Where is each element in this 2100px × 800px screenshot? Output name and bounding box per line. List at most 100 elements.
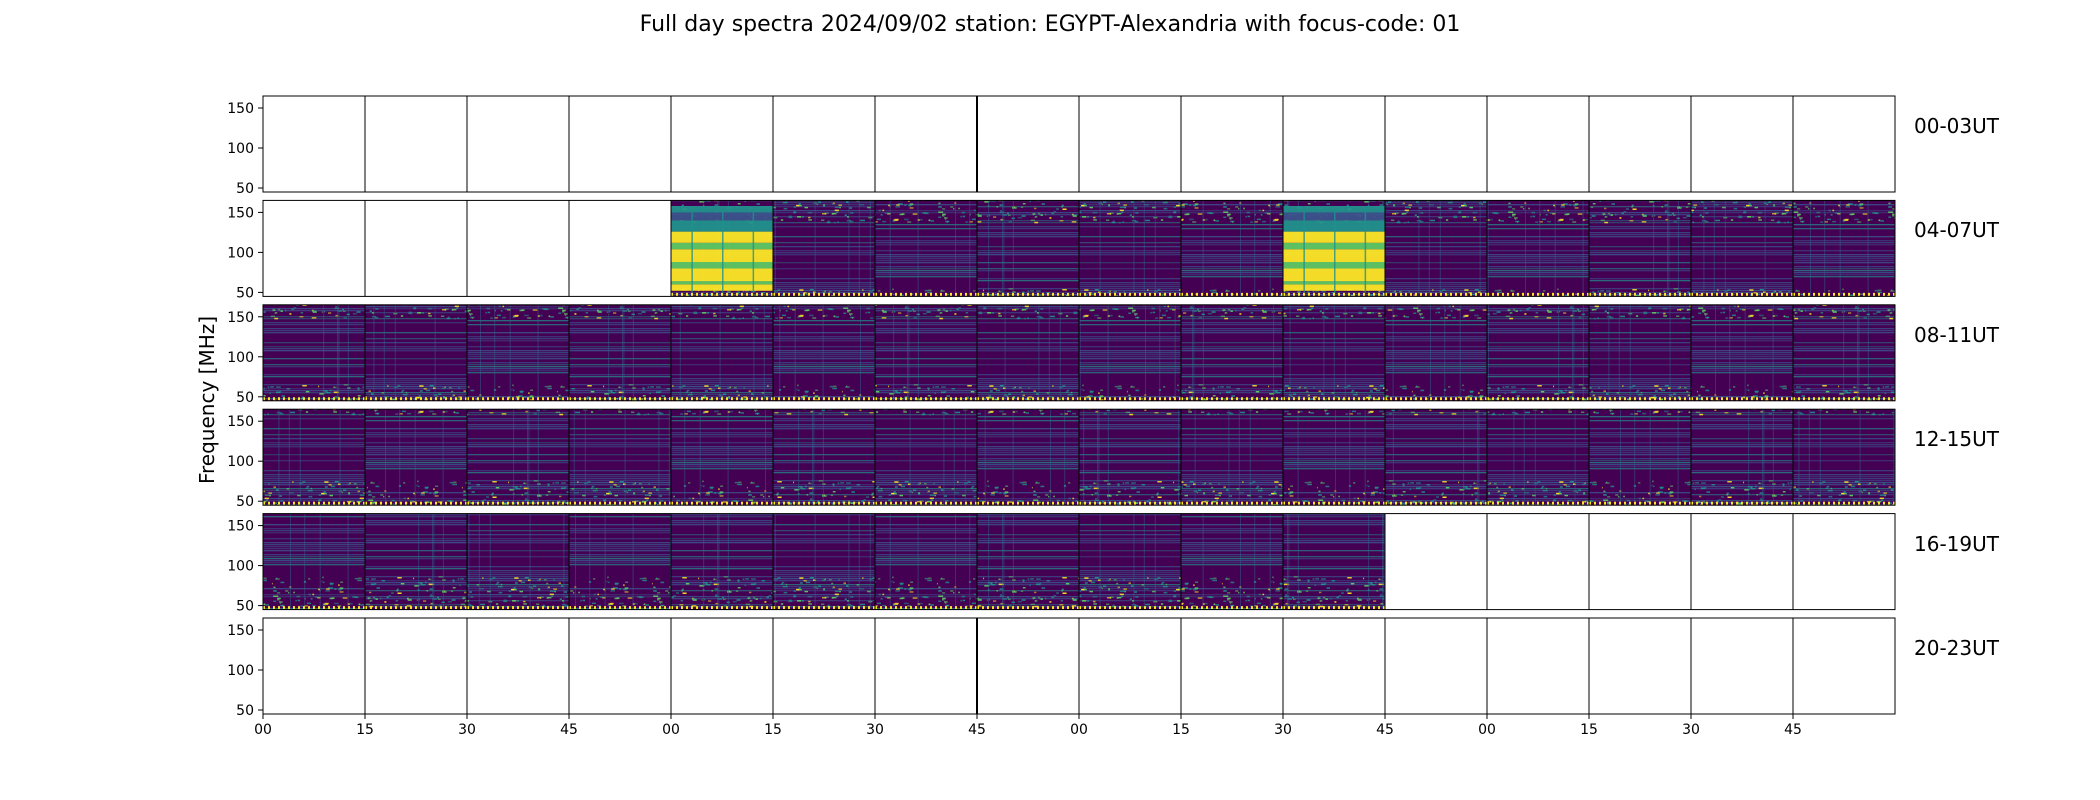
emission-line <box>752 212 755 293</box>
y-tick-label: 50 <box>236 285 254 301</box>
spectrum-panel <box>263 409 365 506</box>
row-08-11UT: 50 100 150 <box>227 304 1896 406</box>
spectrum-panel <box>365 304 467 401</box>
spectrum-panel <box>1589 304 1691 401</box>
spectrum-panel <box>1793 200 1895 297</box>
row-12-15UT: 50 100 150 <box>227 408 1896 510</box>
spectrum-panel <box>1385 304 1487 401</box>
spectrum-panel <box>569 304 671 401</box>
x-tick-label: 45 <box>1784 722 1802 738</box>
y-tick-label: 50 <box>236 599 254 615</box>
y-tick-label: 100 <box>227 454 254 470</box>
spectrum-panel <box>773 200 875 297</box>
row-00-03UT: 50 100 150 <box>227 95 1896 197</box>
x-tick-label: 15 <box>764 722 782 738</box>
spectrum-panel <box>1181 513 1283 610</box>
chart-title: Full day spectra 2024/09/02 station: EGY… <box>639 12 1461 37</box>
row-04-07UT: 50 100 150 <box>227 199 1896 301</box>
spectrum-panel <box>467 304 569 401</box>
spectrum-panel <box>671 513 773 610</box>
spectrum-panel <box>263 304 365 401</box>
spectrum-panel <box>1079 513 1181 610</box>
spectrum-panel <box>671 409 773 506</box>
spectrum-panel <box>1079 304 1181 401</box>
row-label: 16-19UT <box>1914 531 1999 556</box>
spectrum-panel <box>1283 409 1385 506</box>
y-tick-label: 150 <box>227 519 254 535</box>
spectrum-panel <box>1487 304 1589 401</box>
spectrum-panel <box>365 409 467 506</box>
row-frame <box>262 513 1896 611</box>
emission-line <box>691 212 693 293</box>
row-frame <box>262 408 1896 506</box>
spectrum-panel <box>977 513 1079 610</box>
emission-line <box>1334 212 1336 293</box>
spectrum-panel <box>1385 200 1487 297</box>
x-tick-label: 30 <box>1682 722 1700 738</box>
spectrum-panel <box>773 409 875 506</box>
y-tick-label: 100 <box>227 141 254 157</box>
y-tick-label: 50 <box>236 494 254 510</box>
spectrum-panel <box>1181 409 1283 506</box>
spectrum-panel <box>1793 409 1895 506</box>
row-label: 04-07UT <box>1914 218 1999 243</box>
spectrum-panel <box>773 304 875 401</box>
emission-line <box>1303 212 1305 293</box>
y-tick-label: 150 <box>227 310 254 326</box>
x-tick-label: 00 <box>1478 722 1496 738</box>
spectrum-panel <box>1283 304 1385 401</box>
y-tick-label: 50 <box>236 181 254 197</box>
spectrum-panel <box>1793 304 1895 401</box>
x-tick-label: 15 <box>1172 722 1190 738</box>
spectrum-panel <box>263 513 365 610</box>
emission-line <box>1364 212 1367 293</box>
x-tick-label: 45 <box>560 722 578 738</box>
x-tick-label: 30 <box>458 722 476 738</box>
x-tick-label: 45 <box>1376 722 1394 738</box>
spectrum-panel <box>1079 409 1181 506</box>
spectrum-panel <box>1385 409 1487 506</box>
spectrum-panel <box>977 409 1079 506</box>
row-frame <box>262 199 1896 297</box>
spectrum-panel <box>467 409 569 506</box>
emission-band <box>1283 206 1385 213</box>
y-tick-label: 150 <box>227 414 254 430</box>
y-tick-label: 100 <box>227 663 254 679</box>
y-tick-label: 150 <box>227 205 254 221</box>
spectrum-panel <box>1691 200 1793 297</box>
spectrum-panel <box>1283 513 1385 610</box>
x-tick-label: 00 <box>1070 722 1088 738</box>
x-tick-label: 00 <box>662 722 680 738</box>
x-tick-label: 00 <box>254 722 272 738</box>
spectrum-panel <box>875 409 977 506</box>
spectrum-panel <box>1691 304 1793 401</box>
spectrum-panel <box>1181 304 1283 401</box>
spectrum-panel <box>875 513 977 610</box>
spectrum-panel <box>1487 409 1589 506</box>
spectrum-panel <box>773 513 875 610</box>
spectrum-panel <box>569 409 671 506</box>
y-tick-label: 50 <box>236 390 254 406</box>
x-tick-label: 45 <box>968 722 986 738</box>
row-frame <box>262 304 1896 402</box>
spectrum-panel <box>467 513 569 610</box>
spectrum-panel <box>977 304 1079 401</box>
x-tick-label: 15 <box>356 722 374 738</box>
spectrum-panel <box>1181 200 1283 297</box>
y-tick-label: 150 <box>227 623 254 639</box>
emission-line <box>722 212 724 293</box>
y-tick-label: 100 <box>227 350 254 366</box>
spectrum-panel <box>875 200 977 297</box>
row-label: 12-15UT <box>1914 427 1999 452</box>
row-label: 20-23UT <box>1914 636 1999 660</box>
row-label: 00-03UT <box>1914 114 1999 138</box>
spectrum-panel <box>1691 409 1793 506</box>
spectrum-panel <box>1589 200 1691 297</box>
row-frame <box>262 95 1896 193</box>
spectrum-panel <box>569 513 671 610</box>
y-tick-label: 150 <box>227 101 254 117</box>
x-tick-label: 30 <box>866 722 884 738</box>
y-tick-label: 100 <box>227 245 254 261</box>
